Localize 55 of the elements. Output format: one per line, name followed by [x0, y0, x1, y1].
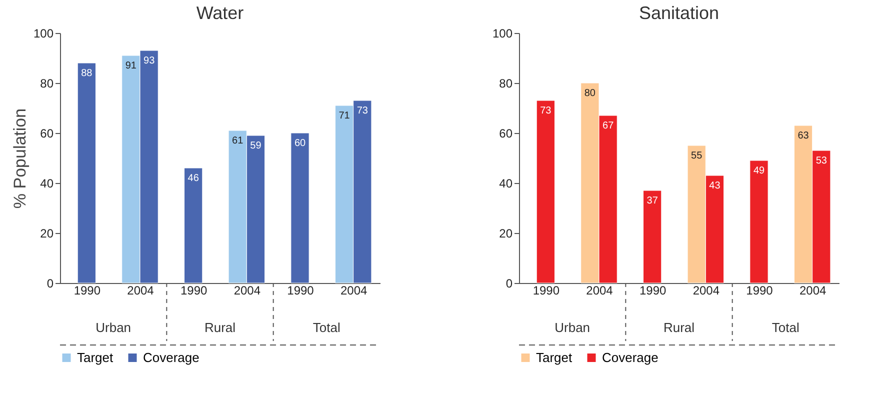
data-label: 46: [188, 173, 200, 184]
x-tick-label: 2004: [127, 284, 154, 298]
x-tick-label: 1990: [639, 284, 667, 298]
text: Rural: [663, 320, 695, 335]
data-label: 61: [232, 136, 244, 146]
data-label: 53: [816, 156, 828, 166]
data-label: 67: [602, 120, 614, 132]
text: Urban: [96, 320, 132, 335]
data-label: 59: [250, 140, 262, 152]
y-tick-label: 20: [499, 226, 513, 240]
data-label: 49: [753, 166, 765, 176]
data-label: 80: [584, 88, 596, 99]
text: Rural: [204, 320, 236, 335]
y-tick-label: 60: [40, 126, 54, 140]
y-tick-label: 20: [40, 226, 54, 240]
y-tick-label: 100: [492, 26, 513, 40]
data-label: 73: [540, 106, 552, 116]
x-tick-label: 1990: [532, 284, 560, 298]
data-label: 71: [338, 110, 350, 122]
data-label: 93: [144, 56, 156, 66]
data-label: 37: [646, 196, 658, 206]
data-label: 63: [798, 130, 810, 142]
data-label: 91: [125, 60, 137, 72]
legend-label: Target: [536, 350, 573, 365]
y-tick-label: 60: [499, 126, 513, 140]
legend-label: Target: [77, 350, 114, 365]
text: Total: [312, 320, 341, 335]
y-tick-label: 40: [499, 176, 513, 190]
y-tick-label: 80: [499, 76, 513, 90]
x-tick-label: 2004: [799, 284, 827, 298]
text: Total: [772, 320, 800, 335]
text: Urban: [554, 320, 590, 335]
chart-title: Sanitation: [638, 3, 720, 23]
y-tick-label: 0: [506, 276, 513, 290]
x-tick-label: 1990: [74, 284, 101, 298]
x-tick-label: 1990: [746, 284, 774, 298]
data-label: 60: [294, 138, 306, 149]
legend-label: Coverage: [602, 350, 658, 365]
data-label: 73: [356, 106, 368, 116]
data-label: 43: [709, 180, 721, 192]
y-axis-title: % Population: [10, 108, 30, 209]
y-tick-label: 40: [40, 176, 54, 190]
y-tick-label: 100: [33, 26, 54, 40]
x-tick-label: 2004: [340, 284, 368, 298]
x-tick-label: 1990: [287, 284, 314, 298]
x-tick-label: 2004: [234, 284, 261, 298]
chart-title: Water: [196, 3, 244, 23]
x-tick-label: 1990: [180, 284, 208, 298]
x-tick-label: 2004: [586, 284, 614, 298]
data-label: 88: [81, 68, 93, 79]
y-tick-label: 80: [40, 76, 54, 90]
data-label: 55: [691, 150, 703, 162]
legend-label: Coverage: [143, 350, 200, 365]
y-tick-label: 0: [46, 276, 54, 290]
x-tick-label: 2004: [692, 284, 720, 298]
